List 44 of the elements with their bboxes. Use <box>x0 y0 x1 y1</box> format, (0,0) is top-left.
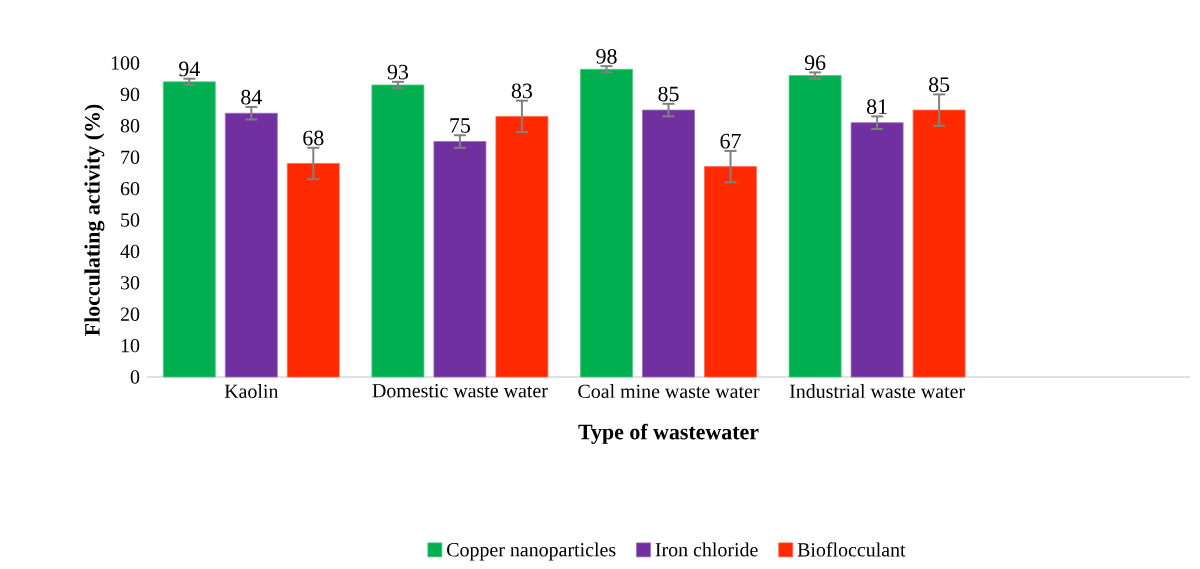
y-tick-label: 30 <box>121 276 140 290</box>
y-tick-label: 80 <box>120 119 140 133</box>
legend-label: Copper nanoparticles <box>447 542 616 561</box>
data-label: 75 <box>450 118 471 133</box>
y-tick-label: 40 <box>120 244 140 259</box>
data-label: 84 <box>241 89 262 105</box>
data-label: 85 <box>658 86 679 102</box>
bar <box>224 112 278 378</box>
x-tick-label: Kaolin <box>224 384 279 399</box>
bar <box>371 84 425 378</box>
bar <box>788 75 842 378</box>
data-label: 67 <box>720 133 741 149</box>
data-label: 94 <box>179 61 200 77</box>
x-tick-label: Domestic waste water <box>372 384 548 398</box>
y-tick-label: 20 <box>120 307 140 321</box>
data-label: 81 <box>867 99 887 114</box>
bar <box>850 122 904 378</box>
data-label: 83 <box>511 83 533 99</box>
bar <box>704 166 757 378</box>
legend-label: Bioflocculant <box>797 542 906 557</box>
legend-label: Iron chloride <box>655 542 758 557</box>
bar <box>162 81 216 378</box>
y-tick-label: 50 <box>121 213 140 227</box>
bar <box>433 141 487 378</box>
y-tick-label: 70 <box>121 150 140 164</box>
y-axis-title: Flocculating activity (%) <box>84 104 105 336</box>
bar <box>580 68 633 378</box>
y-tick-label: 90 <box>120 87 140 102</box>
bar <box>286 163 340 378</box>
y-tick-label: 10 <box>121 338 140 353</box>
data-label: 85 <box>929 77 950 92</box>
x-tick-label: Industrial waste water <box>789 384 965 399</box>
bar <box>495 115 549 378</box>
bar <box>912 109 966 378</box>
x-tick-label: Coal mine waste water <box>578 384 760 399</box>
data-label: 93 <box>387 64 408 80</box>
y-tick-label: 100 <box>111 56 140 70</box>
data-label: 96 <box>804 55 826 71</box>
data-label: 98 <box>596 48 617 64</box>
x-axis-title: Type of wastewater <box>578 423 759 444</box>
y-tick-label: 60 <box>120 181 140 196</box>
y-tick-label: 0 <box>130 370 140 384</box>
bar <box>642 109 695 378</box>
data-label: 68 <box>303 130 324 146</box>
